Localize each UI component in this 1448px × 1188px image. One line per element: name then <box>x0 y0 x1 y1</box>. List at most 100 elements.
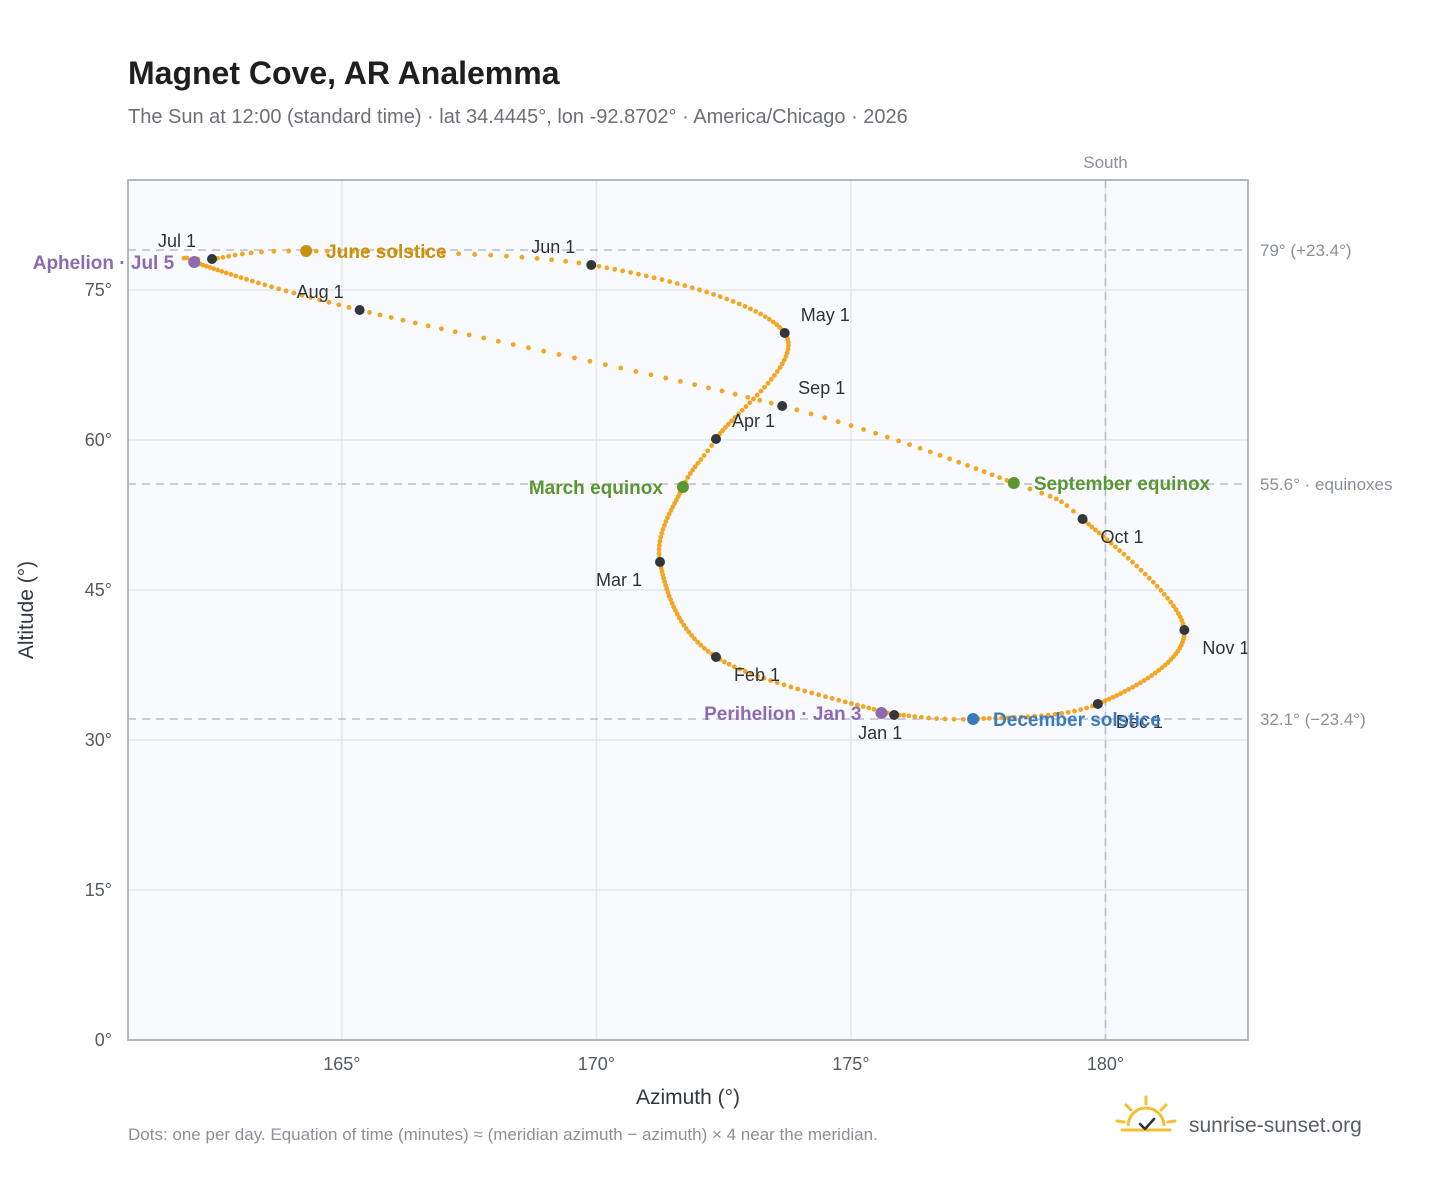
day-dot <box>1146 575 1152 581</box>
day-dot <box>400 317 406 323</box>
day-dot <box>934 716 939 721</box>
y-axis-label: Altitude (°) <box>15 561 38 659</box>
day-dot <box>912 714 918 719</box>
day-dot <box>1138 567 1144 573</box>
day-dot <box>689 632 694 638</box>
day-dot <box>726 421 731 427</box>
day-dot <box>823 694 828 700</box>
day-dot <box>942 716 948 722</box>
day-dot <box>855 702 860 708</box>
day-dot <box>785 346 791 352</box>
day-dot <box>643 273 649 279</box>
x-tick-label: 175° <box>832 1054 869 1074</box>
day-dot <box>659 530 665 536</box>
month-markers: Jan 1 Feb 1 Mar 1 Apr 1 May 1 Jun 1 Jul 1 Aug 1… <box>158 231 1249 743</box>
event-dot <box>1007 477 1020 489</box>
day-dot <box>238 275 244 281</box>
day-dot <box>377 312 383 318</box>
day-dot <box>226 253 232 259</box>
day-dot <box>291 290 297 296</box>
day-dot <box>997 475 1002 481</box>
day-dot <box>682 283 688 289</box>
day-dot <box>732 415 738 420</box>
y-tick-label: 45° <box>85 580 112 600</box>
day-dot <box>690 467 696 473</box>
day-dot <box>709 443 715 448</box>
day-dot <box>1064 503 1070 509</box>
day-dot <box>737 666 743 672</box>
day-dot <box>211 266 217 272</box>
day-dot <box>1130 559 1135 565</box>
day-dot <box>1032 713 1038 719</box>
day-dot <box>541 348 547 354</box>
day-dot <box>534 255 540 261</box>
day-dot <box>249 278 255 284</box>
day-dot <box>425 323 431 329</box>
day-dot <box>1012 715 1017 720</box>
day-dot <box>1134 563 1140 569</box>
day-dot <box>822 415 828 421</box>
day-dot <box>748 306 753 312</box>
page-title: Magnet Cove, AR Analemma <box>128 55 560 91</box>
y-tick-label: 30° <box>85 730 112 750</box>
day-dot <box>1121 551 1127 557</box>
day-dot <box>762 314 768 320</box>
day-dot <box>1125 555 1131 561</box>
month-label: Jan 1 <box>858 723 902 743</box>
day-dot <box>1089 524 1095 530</box>
x-tick-label: 170° <box>578 1054 615 1074</box>
day-dot <box>337 248 342 254</box>
y-tick-label: 15° <box>85 880 112 900</box>
day-dot <box>743 669 748 674</box>
day-dot <box>753 309 759 314</box>
day-dot <box>829 696 835 701</box>
day-dot <box>704 289 710 295</box>
day-dot <box>842 699 848 705</box>
day-dot <box>612 266 618 272</box>
day-dot <box>456 251 461 257</box>
event-label: March equinox <box>529 478 664 499</box>
day-dot <box>604 265 610 271</box>
day-dot <box>973 466 979 472</box>
day-dot <box>999 715 1004 721</box>
month-label: Nov 1 <box>1202 638 1249 658</box>
day-dot <box>758 311 763 317</box>
day-dot <box>795 686 801 692</box>
day-dot <box>723 425 728 430</box>
page-subtitle: The Sun at 12:00 (standard time) · lat 3… <box>128 106 908 128</box>
day-dot <box>849 701 854 706</box>
day-dot <box>989 472 995 478</box>
day-dot <box>1162 662 1168 668</box>
day-dot <box>668 597 673 603</box>
day-dot <box>1005 715 1011 721</box>
day-dot <box>736 301 742 307</box>
day-dot <box>350 249 355 254</box>
month-label: Jun 1 <box>531 237 575 257</box>
brand-name[interactable]: sunrise-sunset.org <box>1189 1114 1362 1137</box>
day-dot <box>927 449 933 455</box>
day-dot <box>947 456 953 462</box>
day-dot <box>809 690 815 696</box>
day-dot <box>1027 486 1033 492</box>
day-dot <box>768 400 774 406</box>
day-dot <box>656 551 662 556</box>
day-dot <box>239 251 245 257</box>
day-dot <box>220 254 226 260</box>
day-dot <box>907 442 912 447</box>
day-dot <box>651 275 657 281</box>
month-label: Aug 1 <box>297 282 344 302</box>
sun-logo-icon[interactable] <box>1115 1095 1177 1132</box>
axis-ticks: 165° 170° 175° 180° 0° 15° 30° 45° 60° 75° <box>85 280 1124 1074</box>
day-dot <box>748 671 754 677</box>
day-dot <box>1112 544 1118 550</box>
day-dot <box>440 250 445 256</box>
day-dot <box>698 642 704 648</box>
day-dot <box>884 434 890 440</box>
equinox-altitude-label: 55.6° · equinoxes <box>1260 475 1393 494</box>
day-dot <box>596 263 602 269</box>
day-dot <box>393 249 398 255</box>
day-dot <box>317 297 322 303</box>
day-dot <box>783 353 789 359</box>
event-dot <box>188 256 201 268</box>
month-dot <box>1077 514 1088 524</box>
